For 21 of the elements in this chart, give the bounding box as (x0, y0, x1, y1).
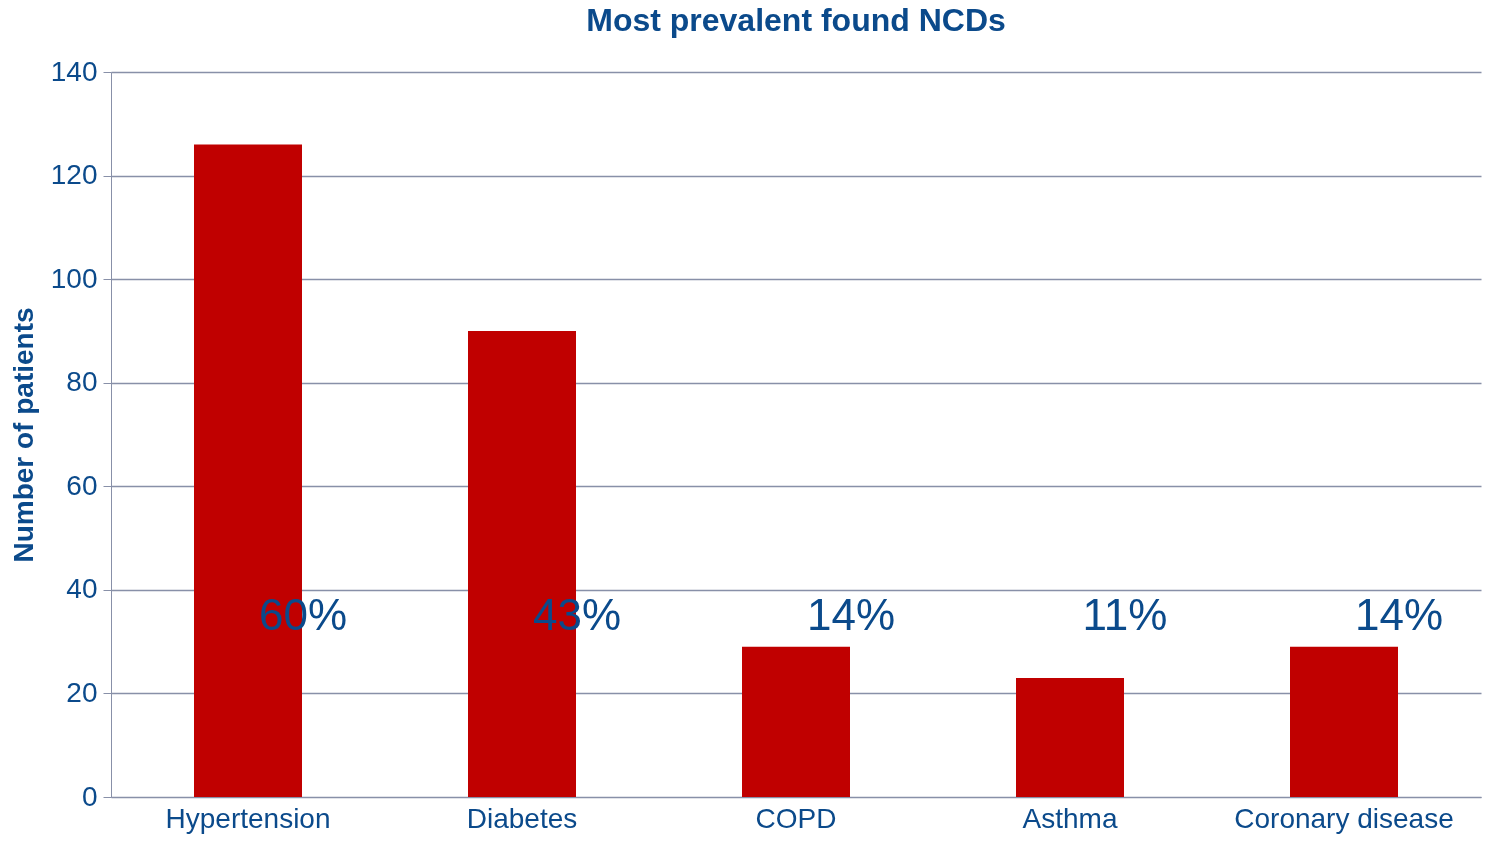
chart-title: Most prevalent found NCDs (586, 2, 1006, 38)
y-tick-label: 0 (81, 780, 98, 812)
annotation: 11% (1082, 590, 1168, 639)
y-tick-label: 20 (66, 676, 98, 708)
y-tick-label: 100 (50, 262, 98, 294)
x-tick-label: Hypertension (165, 802, 331, 834)
bar (1016, 677, 1124, 797)
y-tick-label: 140 (50, 55, 98, 87)
y-tick-label: 80 (66, 366, 98, 398)
annotation: 14% (1354, 590, 1444, 639)
y-tick-label: 120 (50, 159, 98, 191)
y-axis-title: Number of patients (7, 307, 39, 563)
x-tick-label: COPD (755, 802, 837, 834)
y-tick-label: 60 (66, 469, 98, 501)
annotation: 14% (806, 590, 896, 639)
bar (742, 646, 850, 797)
x-tick-label: Diabetes (466, 802, 578, 834)
x-tick-label: Asthma (1022, 802, 1118, 834)
y-tick-label: 40 (66, 573, 98, 605)
bar (1290, 646, 1398, 797)
x-tick-label: Coronary disease (1234, 802, 1454, 834)
